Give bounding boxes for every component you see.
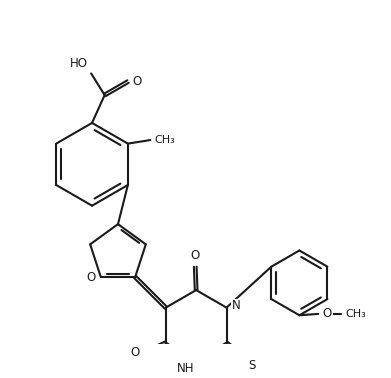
Text: CH₃: CH₃ [154, 135, 175, 145]
Text: O: O [191, 249, 200, 262]
Text: NH: NH [176, 362, 194, 375]
Text: O: O [133, 74, 142, 88]
Text: S: S [248, 359, 255, 372]
Text: O: O [86, 271, 95, 284]
Text: CH₃: CH₃ [345, 309, 366, 319]
Text: O: O [323, 307, 332, 321]
Text: N: N [232, 299, 241, 312]
Text: HO: HO [70, 57, 88, 70]
Text: O: O [131, 346, 140, 359]
